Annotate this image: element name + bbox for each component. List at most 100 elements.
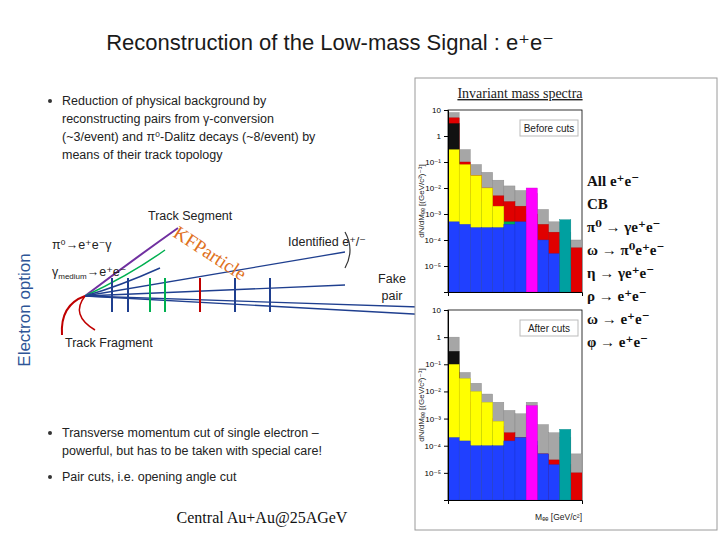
detector-station bbox=[234, 278, 236, 312]
histogram-bar bbox=[448, 351, 459, 500]
title: Reconstruction of the Low-mass Signal : … bbox=[106, 30, 554, 55]
y-tick: 10⁻³ bbox=[425, 415, 448, 424]
y-tick-label: 10⁻⁴ bbox=[424, 236, 441, 245]
y-tick-label: 10⁻¹ bbox=[425, 158, 441, 167]
histogram-bar bbox=[470, 228, 481, 292]
y-tick-mark bbox=[444, 266, 448, 267]
legend-entry: CB bbox=[587, 196, 608, 212]
bullet-line: Pair cuts, i.e. opening angle cut bbox=[62, 470, 237, 484]
detector-station bbox=[149, 278, 151, 312]
y-tick-label: 10⁻³ bbox=[425, 415, 441, 424]
histogram-bar bbox=[549, 460, 560, 500]
y-axis-title: dN/dMₑₑ [(GeV/c²)⁻¹] bbox=[417, 164, 426, 237]
histogram-bar bbox=[448, 438, 459, 500]
histogram-bar bbox=[459, 378, 470, 500]
histogram-bar bbox=[504, 410, 515, 500]
title-box bbox=[520, 120, 578, 136]
y-axis-line bbox=[444, 311, 449, 501]
label: Track Segment bbox=[148, 209, 233, 223]
histogram-bar bbox=[537, 209, 548, 292]
label: π⁰→e⁺e⁻γ bbox=[52, 238, 112, 252]
histogram-bar bbox=[459, 150, 470, 292]
label: pair bbox=[382, 289, 403, 303]
histogram-bar bbox=[470, 176, 481, 292]
y-tick-label: 10⁻¹ bbox=[425, 360, 441, 369]
histogram-bar bbox=[493, 196, 504, 292]
y-tick: 10⁻¹ bbox=[425, 158, 448, 167]
histogram-bar bbox=[459, 224, 470, 292]
y-axis: 10110⁻¹10⁻²10⁻³10⁻⁴10⁻⁵ bbox=[424, 106, 448, 292]
bullet-line: (~3/event) and π⁰-Dalitz decays (~8/even… bbox=[62, 130, 316, 144]
histogram-bar bbox=[571, 454, 582, 500]
y-tick-mark bbox=[444, 188, 448, 189]
detector-station bbox=[164, 278, 166, 312]
histogram-bar bbox=[515, 438, 526, 500]
histogram-bar bbox=[504, 186, 515, 292]
histogram-bar bbox=[493, 402, 504, 500]
y-axis: 10110⁻¹10⁻²10⁻³10⁻⁴10⁻⁵ bbox=[424, 306, 448, 500]
y-tick: 10⁻² bbox=[425, 387, 448, 396]
chart-title: Before cuts bbox=[524, 123, 575, 134]
y-tick-label: 10⁻⁵ bbox=[425, 469, 441, 478]
histogram-bar bbox=[515, 438, 526, 500]
label: Fake bbox=[378, 272, 406, 286]
label: Identified e⁺/⁻ bbox=[288, 235, 366, 249]
histogram-bar bbox=[537, 240, 548, 292]
side-label: Electron option bbox=[15, 253, 34, 366]
bullet-line: reconstructing pairs from γ-conversion bbox=[62, 112, 274, 126]
kfparticle: KFParticle bbox=[170, 222, 250, 284]
plot-frame bbox=[448, 310, 582, 500]
y-tick-mark bbox=[444, 364, 448, 365]
y-tick: 10 bbox=[432, 106, 448, 115]
histogram-bar bbox=[448, 113, 459, 292]
label: Track Fragment bbox=[65, 336, 153, 350]
legend-entry: ω → π⁰e⁺e⁻ bbox=[587, 242, 664, 258]
bullet-dot bbox=[48, 99, 52, 103]
y-tick-label: 1 bbox=[437, 333, 442, 342]
histogram-bar bbox=[504, 433, 515, 500]
histogram-bar bbox=[504, 222, 515, 292]
histogram-bar bbox=[504, 202, 515, 292]
histogram-bar bbox=[482, 446, 493, 500]
histogram-bar bbox=[537, 224, 548, 292]
legend-entry: π⁰ → γe⁺e⁻ bbox=[587, 219, 660, 235]
histogram-bar bbox=[448, 222, 459, 292]
histogram-bar bbox=[493, 228, 504, 292]
detector-station bbox=[269, 278, 271, 312]
legend-entry: φ → e⁺e⁻ bbox=[587, 334, 648, 350]
marks bbox=[448, 113, 582, 292]
x-axis bbox=[449, 501, 583, 505]
histogram-bar bbox=[459, 372, 470, 500]
y-tick-label: 10⁻⁴ bbox=[424, 442, 441, 451]
y-tick-label: 10 bbox=[432, 106, 441, 115]
y-tick: 10⁻⁴ bbox=[424, 442, 448, 451]
histogram-bar bbox=[482, 228, 493, 292]
histogram-bar bbox=[482, 394, 493, 500]
y-axis-line bbox=[444, 111, 449, 293]
histogram-bar bbox=[470, 176, 481, 292]
y-tick-mark bbox=[444, 419, 448, 420]
histogram-bar bbox=[549, 222, 560, 292]
histogram-bar bbox=[459, 441, 470, 500]
bullet-line: Transverse momentum cut of single electr… bbox=[62, 426, 319, 440]
track bbox=[85, 285, 345, 296]
histogram-bar bbox=[549, 465, 560, 500]
legend-entry: ω → e⁺e⁻ bbox=[587, 311, 650, 327]
y-tick-mark bbox=[444, 214, 448, 215]
label: γmedium→e⁺e⁻ bbox=[52, 265, 126, 281]
bullet-line: powerful, but has to be taken with speci… bbox=[62, 444, 322, 458]
label-sub: medium bbox=[58, 272, 87, 281]
histogram-bar bbox=[571, 240, 582, 292]
y-tick-label: 10⁻² bbox=[425, 387, 441, 396]
legend: All e⁺e⁻CBπ⁰ → γe⁺e⁻ω → π⁰e⁺e⁻η → γe⁺e⁻ρ… bbox=[587, 173, 664, 350]
histogram-bar bbox=[482, 188, 493, 292]
y-tick-label: 1 bbox=[437, 132, 442, 141]
y-tick: 1 bbox=[437, 132, 448, 141]
y-tick-label: 10⁻³ bbox=[425, 210, 441, 219]
chart: 10110⁻¹10⁻²10⁻³10⁻⁴10⁻⁵dN/dMₑₑ [(GeV/c²)… bbox=[417, 106, 583, 296]
y-axis-title: dN/dMₑₑ [(GeV/c²)⁻¹] bbox=[417, 368, 426, 441]
y-tick-mark bbox=[444, 240, 448, 241]
y-tick-mark bbox=[444, 310, 448, 311]
histogram-bar bbox=[448, 124, 459, 292]
x-axis-line bbox=[449, 293, 583, 297]
